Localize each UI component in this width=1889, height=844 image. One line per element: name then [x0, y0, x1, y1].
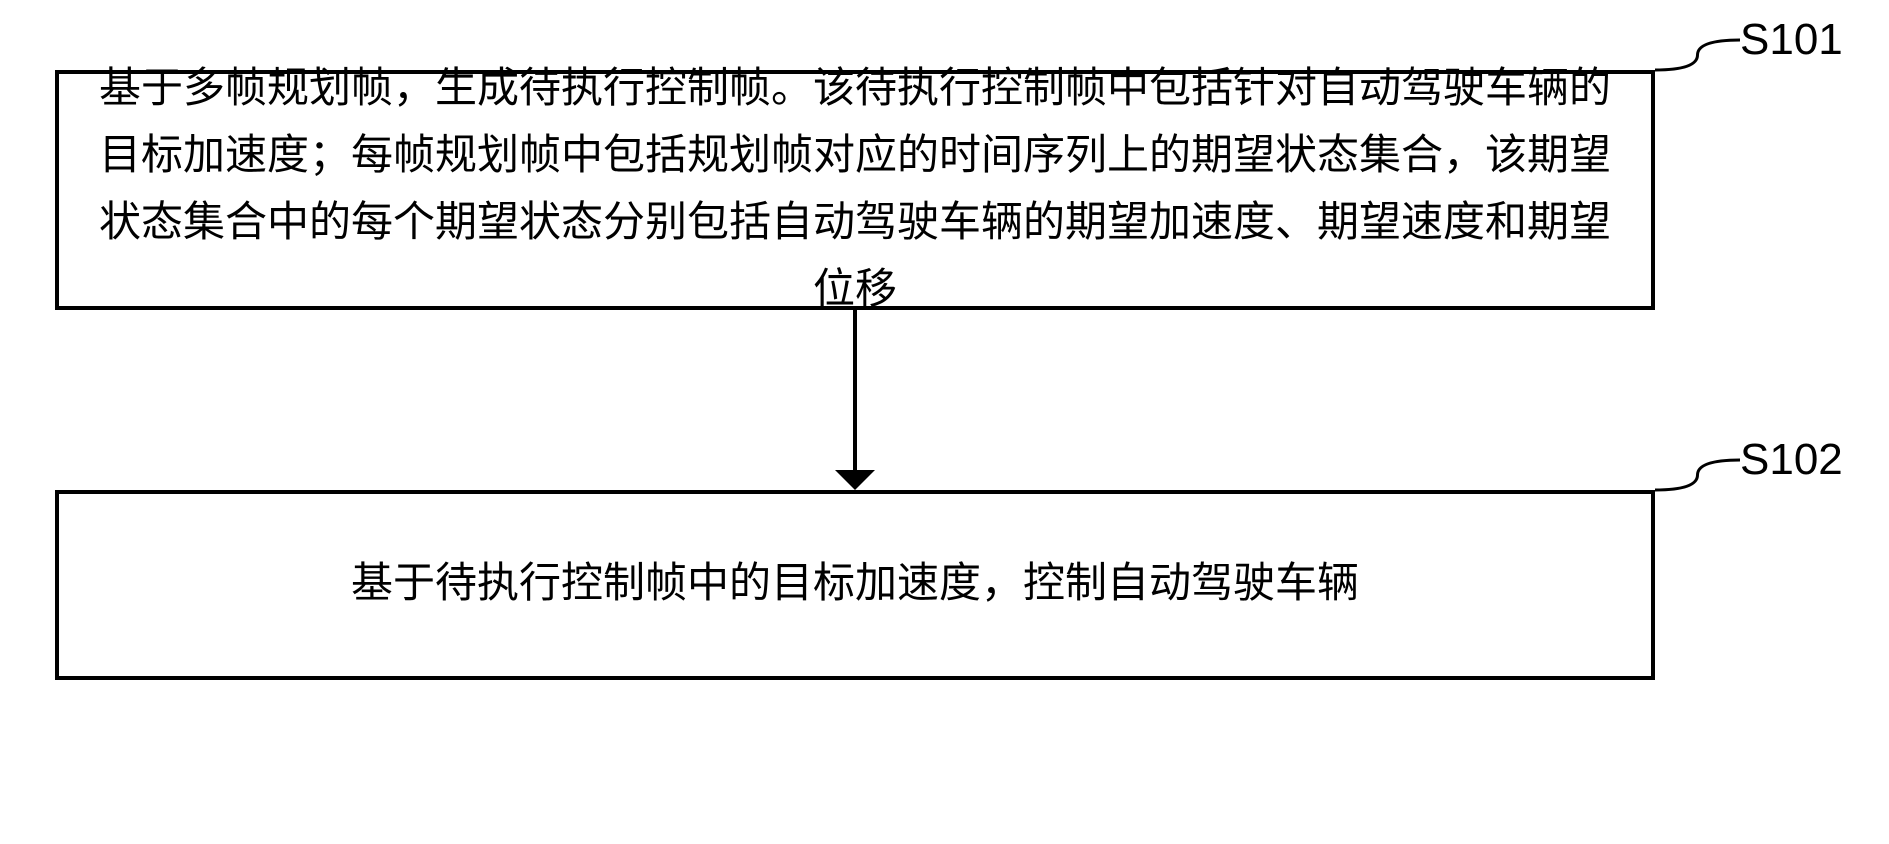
- flowchart-node-s101: 基于多帧规划帧，生成待执行控制帧。该待执行控制帧中包括针对自动驾驶车辆的目标加速…: [55, 70, 1655, 310]
- flowchart-container: 基于多帧规划帧，生成待执行控制帧。该待执行控制帧中包括针对自动驾驶车辆的目标加速…: [0, 0, 1889, 844]
- arrow-head-icon: [835, 470, 875, 490]
- node-text-s101: 基于多帧规划帧，生成待执行控制帧。该待执行控制帧中包括针对自动驾驶车辆的目标加速…: [89, 56, 1621, 325]
- arrow-line: [853, 310, 857, 470]
- connector-s101: [1645, 30, 1750, 80]
- step-label-s101: S101: [1740, 15, 1843, 65]
- connector-s102: [1645, 450, 1750, 500]
- node-text-s102: 基于待执行控制帧中的目标加速度，控制自动驾驶车辆: [351, 551, 1359, 618]
- step-label-s102: S102: [1740, 435, 1843, 485]
- flowchart-node-s102: 基于待执行控制帧中的目标加速度，控制自动驾驶车辆: [55, 490, 1655, 680]
